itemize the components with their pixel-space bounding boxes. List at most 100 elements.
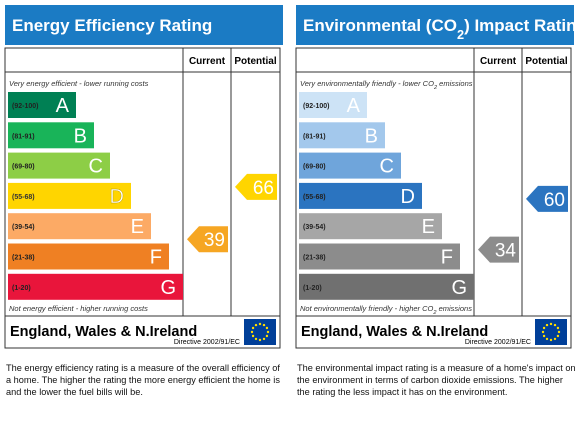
band-letter: E (131, 216, 144, 238)
directive: Directive 2002/91/EC (174, 339, 240, 346)
band-range: (21-38) (12, 255, 35, 262)
title-bar (296, 5, 574, 45)
header-potential: Potential (525, 56, 567, 67)
rating-value: 60 (544, 190, 565, 211)
header-current: Current (480, 56, 517, 67)
band-letter: D (110, 186, 124, 208)
band-letter: A (347, 95, 361, 117)
top-note: Very energy efficient - lower running co… (9, 79, 149, 88)
rating-arrow (235, 173, 277, 200)
eu-star (545, 323, 549, 327)
band (8, 182, 131, 209)
eu-star (556, 334, 560, 338)
band (299, 243, 460, 270)
eu-star (262, 337, 266, 341)
text-part: ) Impact Rating (464, 16, 578, 35)
top-note: Very environmentally friendly - lower CO… (300, 79, 473, 91)
panel: Energy Efficiency Rating Current Potential… (4, 5, 283, 349)
band-letter: C (89, 156, 103, 178)
description: The energy efficiency rating is a measur… (6, 363, 280, 397)
subscript: 2 (432, 310, 437, 316)
eu-star (557, 330, 561, 334)
text-part: Environmental (CO (303, 16, 457, 35)
band-letter: E (422, 216, 435, 238)
band-range: (21-38) (303, 255, 326, 262)
bottom-note: Not energy efficient - higher running co… (9, 304, 148, 313)
band-letter: G (451, 277, 467, 299)
band-range: (1-20) (12, 285, 31, 292)
band-letter: C (380, 156, 394, 178)
region: England, Wales & N.Ireland (10, 324, 197, 340)
band-letter: F (441, 247, 453, 269)
band (299, 122, 385, 149)
eu-star (251, 326, 255, 330)
subscript: 2 (433, 85, 438, 91)
band (8, 273, 183, 300)
header-current: Current (189, 56, 226, 67)
eu-star (553, 337, 557, 341)
eu-star (258, 338, 262, 342)
text-part: Energy Efficiency Rating (12, 16, 212, 35)
band-range: (1-20) (303, 285, 322, 292)
band (299, 92, 367, 118)
eu-star (258, 322, 262, 326)
eu-star (266, 330, 270, 334)
band-range: (55-68) (12, 194, 35, 201)
band-letter: F (150, 247, 162, 269)
eu-star (549, 322, 553, 326)
frame (4, 47, 281, 349)
band-range: (92-100) (12, 103, 38, 110)
region: England, Wales & N.Ireland (301, 324, 488, 340)
eu-star (265, 326, 269, 330)
directive: Directive 2002/91/EC (465, 339, 531, 346)
band-letter: B (74, 125, 87, 147)
band (8, 213, 151, 240)
title-bar (5, 5, 283, 45)
eu-star (549, 338, 553, 342)
band-range: (81-91) (12, 133, 35, 140)
band (299, 152, 401, 179)
band (299, 182, 422, 209)
rating-arrow (526, 185, 568, 212)
rating-arrow (187, 226, 228, 253)
band-letter: D (401, 186, 415, 208)
eu-star (545, 337, 549, 341)
band-range: (92-100) (303, 103, 329, 110)
band (299, 213, 442, 240)
band-range: (69-80) (12, 164, 35, 171)
eu-star (556, 326, 560, 330)
eu-star (265, 334, 269, 338)
panel: Environmental (CO2) Impact RatingCurrent… (295, 5, 578, 349)
eu-star (250, 330, 254, 334)
band (8, 152, 110, 179)
subscript: 2 (457, 27, 464, 42)
eu-star (553, 323, 557, 327)
band (8, 243, 169, 270)
eu-star (254, 337, 258, 341)
frame (295, 47, 572, 349)
band-letter: A (56, 95, 70, 117)
rating-value: 66 (253, 178, 274, 199)
eu-star (262, 323, 266, 327)
rating-value: 34 (495, 241, 517, 262)
band (8, 92, 76, 118)
band-range: (81-91) (303, 133, 326, 140)
description: The environmental impact rating is a mea… (297, 363, 576, 397)
rating-value: 39 (204, 230, 225, 251)
text-part: emissions (437, 304, 473, 313)
panel-title: Environmental (CO2) Impact Rating (303, 16, 578, 42)
text-part: Very environmentally friendly - lower CO (300, 79, 434, 88)
band-range: (39-54) (12, 224, 35, 231)
band-letter: B (365, 125, 378, 147)
rating-arrow (478, 236, 519, 263)
band-range: (69-80) (303, 164, 326, 171)
panel-title: Energy Efficiency Rating (12, 16, 212, 35)
eu-star (254, 323, 258, 327)
band (299, 273, 474, 300)
band (8, 122, 94, 149)
band-letter: G (160, 277, 176, 299)
text-part: Not environmentally friendly - higher CO (300, 304, 434, 313)
eu-star (541, 330, 545, 334)
text-part: Not energy efficient - higher running co… (9, 304, 148, 313)
